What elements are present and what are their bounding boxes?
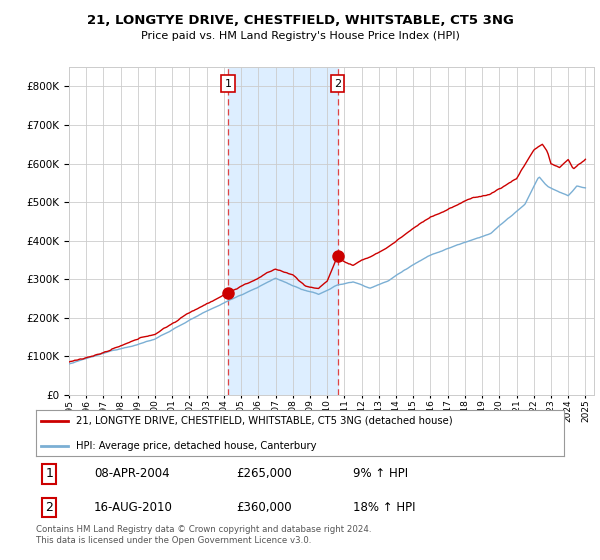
Text: 1: 1 bbox=[225, 79, 232, 89]
Text: 16-AUG-2010: 16-AUG-2010 bbox=[94, 501, 173, 514]
Text: 18% ↑ HPI: 18% ↑ HPI bbox=[353, 501, 415, 514]
Text: 2: 2 bbox=[334, 79, 341, 89]
Text: 08-APR-2004: 08-APR-2004 bbox=[94, 468, 170, 480]
Text: Price paid vs. HM Land Registry's House Price Index (HPI): Price paid vs. HM Land Registry's House … bbox=[140, 31, 460, 41]
Text: 9% ↑ HPI: 9% ↑ HPI bbox=[353, 468, 408, 480]
Text: 21, LONGTYE DRIVE, CHESTFIELD, WHITSTABLE, CT5 3NG (detached house): 21, LONGTYE DRIVE, CHESTFIELD, WHITSTABL… bbox=[76, 416, 452, 426]
Text: 2: 2 bbox=[45, 501, 53, 514]
Text: 1: 1 bbox=[45, 468, 53, 480]
Text: £360,000: £360,000 bbox=[236, 501, 292, 514]
Text: Contains HM Land Registry data © Crown copyright and database right 2024.
This d: Contains HM Land Registry data © Crown c… bbox=[36, 525, 371, 545]
Bar bbox=[228, 67, 338, 395]
Text: HPI: Average price, detached house, Canterbury: HPI: Average price, detached house, Cant… bbox=[76, 441, 316, 451]
Text: £265,000: £265,000 bbox=[236, 468, 292, 480]
Text: 21, LONGTYE DRIVE, CHESTFIELD, WHITSTABLE, CT5 3NG: 21, LONGTYE DRIVE, CHESTFIELD, WHITSTABL… bbox=[86, 14, 514, 27]
